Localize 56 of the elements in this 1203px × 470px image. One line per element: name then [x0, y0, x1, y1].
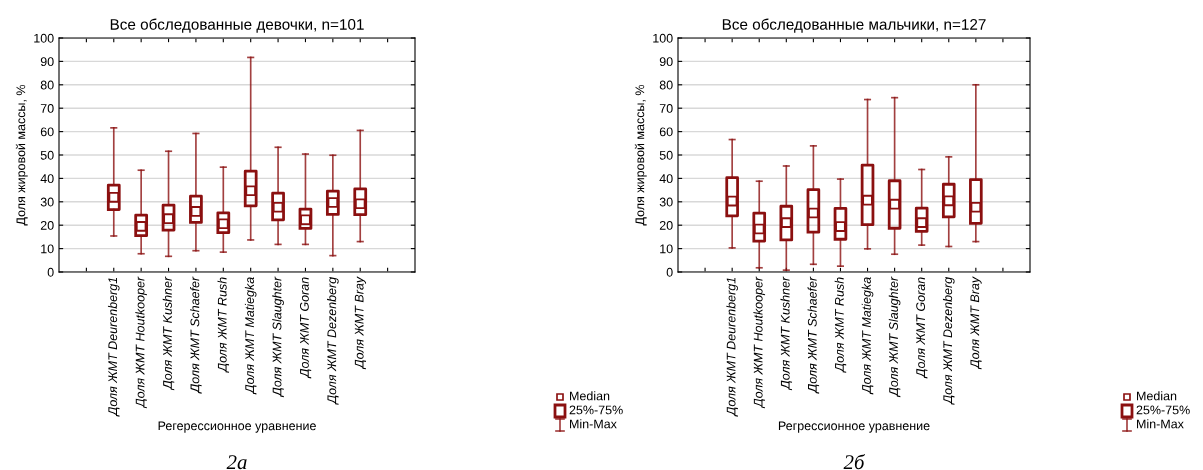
y-tick-label: 30 [40, 197, 54, 207]
x-tick-label: Доля ЖМТ Goran [916, 277, 928, 379]
x-tick-label: Доля ЖМТ Deurenberg1 [726, 277, 738, 417]
text: 25%-75% [569, 405, 623, 415]
text: Min-Max [570, 419, 617, 429]
x-tick-label: Доля ЖМТ Bray [354, 276, 367, 370]
y-tick-label: 20 [659, 221, 673, 230]
x-tick-label: Доля ЖМТ Deurenberg1 [107, 277, 120, 417]
y-axis-title: Доля жировой массы, % [634, 84, 647, 226]
chart-title: Все обследованные девочки, n=101 [110, 18, 364, 33]
y-tick-label: 0 [666, 267, 673, 277]
x-tick-label: Доля ЖМТ Kushner [162, 276, 175, 391]
x-tick-label: Доля ЖМТ Slaughter [888, 276, 901, 398]
x-tick-label: Доля ЖМТ Goran [299, 277, 312, 379]
x-tick-label: Доля ЖМТ Rush [834, 277, 847, 373]
y-tick-label: 90 [40, 57, 54, 67]
text: 25%-75% [1136, 405, 1190, 415]
y-tick-label: 100 [34, 33, 54, 43]
x-tick-label: Доля ЖМТ Dezenberg [942, 276, 955, 405]
y-tick-label: 10 [660, 244, 673, 254]
y-tick-label: 20 [40, 221, 54, 230]
y-tick-label: 10 [41, 244, 54, 254]
x-tick-label: Доля ЖМТ Kushner [780, 276, 793, 391]
y-tick-label: 40 [659, 174, 673, 184]
x-tick-label: Доля ЖМТ Rush [217, 277, 230, 373]
x-axis-title: Регрессионное уравнение [778, 421, 930, 433]
chart-title: Все обследованные мальчики, n=127 [722, 18, 986, 33]
x-tick-label: Доля ЖМТ Houtkooper [135, 276, 147, 409]
y-tick-label: 80 [659, 80, 673, 90]
x-tick-label: Доля ЖМТ Schaefer [807, 276, 820, 394]
x-tick-label: Доля ЖМТ Schaefer [190, 276, 202, 394]
text: 2б [843, 454, 866, 470]
text: 2а [226, 455, 247, 470]
y-tick-label: 80 [40, 80, 54, 90]
y-tick-label: 50 [40, 150, 54, 160]
y-tick-label: 30 [659, 197, 673, 207]
y-tick-label: 70 [40, 104, 54, 113]
y-tick-label: 90 [659, 57, 673, 67]
x-tick-label: Доля ЖМТ Slaughter [272, 276, 284, 398]
y-tick-label: 50 [659, 150, 673, 160]
y-tick-label: 60 [659, 127, 673, 137]
text: Min-Max [1137, 419, 1184, 429]
y-tick-label: 0 [47, 267, 54, 277]
text: Median [1137, 391, 1177, 401]
x-tick-label: Доля ЖМТ Dezenberg [327, 276, 339, 405]
y-tick-label: 40 [40, 174, 54, 184]
x-tick-label: Доля ЖМТ Bray [970, 276, 982, 370]
x-tick-label: Доля ЖМТ Houtkooper [753, 276, 766, 409]
x-tick-label: Доля ЖМТ Matiegka [244, 277, 257, 395]
y-tick-label: 70 [659, 104, 673, 113]
x-axis-title: Регерессионное уравнение [158, 421, 316, 433]
y-tick-label: 100 [653, 33, 673, 43]
text: Median [570, 391, 610, 401]
y-tick-label: 60 [40, 127, 54, 137]
y-axis-title: Доля жировой массы, % [15, 84, 28, 226]
x-tick-label: Доля ЖМТ Matiegka [861, 277, 874, 395]
